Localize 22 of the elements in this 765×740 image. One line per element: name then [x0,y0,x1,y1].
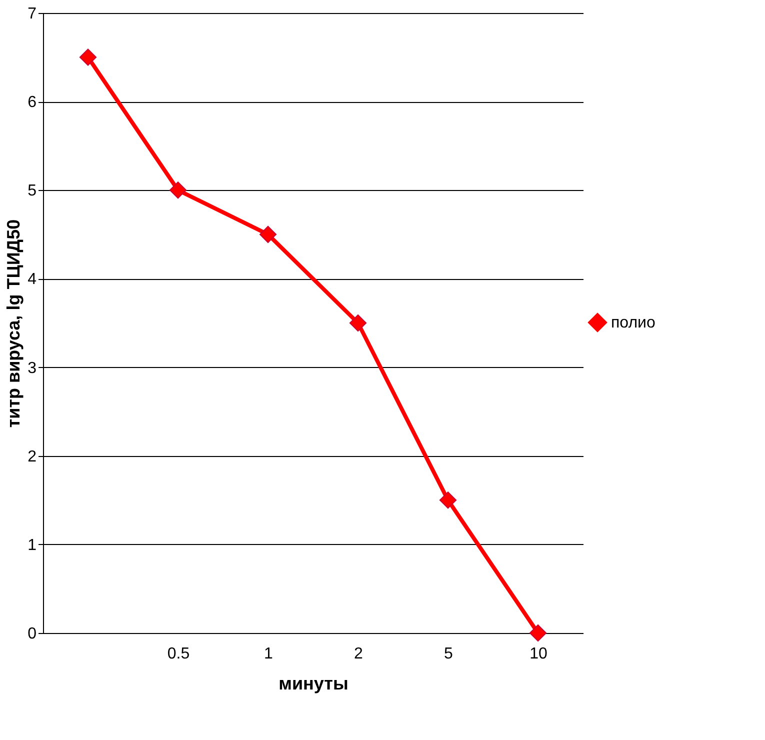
y-axis-title: титр вируса, lg ТЦИД50 [4,219,24,428]
point [349,314,367,332]
y-tick-label: 2 [28,448,37,466]
legend-label: полио [611,314,656,332]
y-tick-label: 7 [28,6,37,22]
y-tick-label: 1 [28,536,37,554]
x-axis-title: минуты [278,674,348,694]
y-tick-label: 5 [28,182,37,200]
point [529,624,547,642]
y-tick-label: 3 [28,360,37,377]
y-tick-label: 6 [28,94,37,112]
x-tick-label: 10 [530,646,548,662]
point [169,182,187,199]
point [439,492,457,509]
y-tick-label: 0 [28,626,37,642]
x-tick-label: 1 [264,646,274,662]
point [79,48,97,66]
point [259,226,277,243]
y-tick-label: 4 [28,271,37,288]
x-tick-label: 5 [444,646,454,662]
x-tick-label: 2 [354,646,364,662]
x-tick-label: 0.5 [167,646,190,662]
